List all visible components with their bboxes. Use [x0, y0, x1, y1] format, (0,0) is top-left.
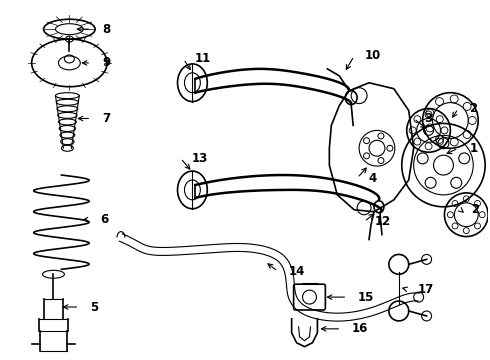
- Text: 2: 2: [469, 102, 477, 115]
- Text: 3: 3: [425, 112, 433, 125]
- Text: 12: 12: [375, 215, 391, 228]
- Text: 17: 17: [417, 283, 434, 296]
- Text: 6: 6: [100, 213, 108, 226]
- Text: 11: 11: [195, 53, 211, 66]
- Text: 4: 4: [368, 171, 376, 185]
- Text: 14: 14: [289, 265, 305, 278]
- Text: 16: 16: [352, 322, 368, 336]
- Text: 8: 8: [102, 23, 110, 36]
- Text: 7: 7: [102, 112, 110, 125]
- Text: 13: 13: [192, 152, 208, 165]
- Text: 9: 9: [102, 57, 110, 69]
- Text: 1: 1: [469, 142, 477, 155]
- Text: 10: 10: [365, 49, 381, 63]
- Text: 5: 5: [90, 301, 98, 314]
- Text: 15: 15: [358, 291, 374, 303]
- Text: 2: 2: [471, 203, 479, 216]
